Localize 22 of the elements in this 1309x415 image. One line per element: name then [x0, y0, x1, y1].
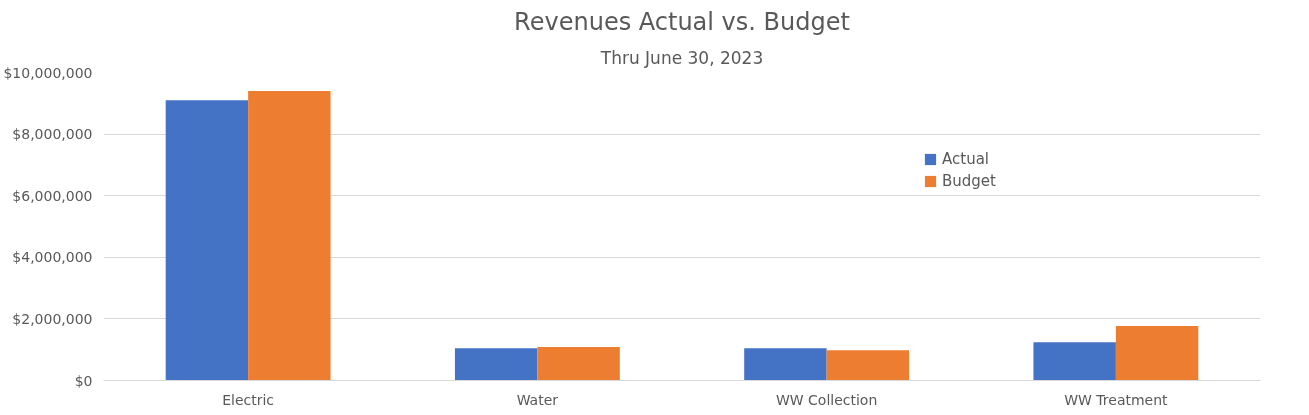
y-tick-label: $2,000,000: [12, 310, 93, 327]
bar: [454, 348, 538, 381]
x-tick-label: WW Treatment: [1064, 391, 1169, 408]
bar: [744, 348, 827, 381]
bar: [248, 90, 331, 381]
x-tick-label: Water: [516, 391, 559, 408]
bar: [1115, 325, 1199, 381]
legend-label: Budget: [942, 172, 996, 190]
y-tick-label: $8,000,000: [12, 126, 93, 143]
bar: [1033, 342, 1116, 381]
bar: [165, 100, 249, 381]
legend-label: Actual: [942, 150, 989, 168]
bar: [826, 350, 910, 381]
x-tick-label: Electric: [222, 391, 275, 408]
x-tick-label: WW Collection: [775, 391, 878, 408]
chart-subtitle: Thru June 30, 2023: [599, 47, 764, 68]
chart-title: Revenues Actual vs. Budget: [514, 7, 850, 36]
bar: [537, 346, 620, 381]
y-tick-label: $4,000,000: [12, 249, 93, 266]
y-tick-label: $0: [74, 372, 93, 389]
y-tick-label: $6,000,000: [12, 187, 93, 204]
y-tick-label: $10,000,000: [3, 64, 93, 81]
